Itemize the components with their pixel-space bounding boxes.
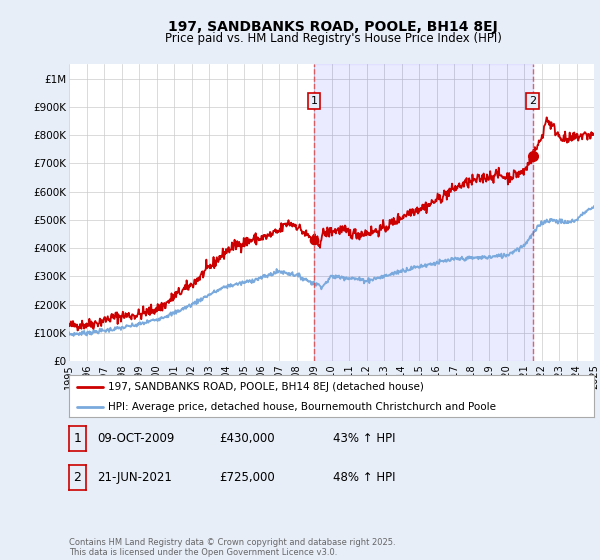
Text: £725,000: £725,000 (219, 471, 275, 484)
Text: £430,000: £430,000 (219, 432, 275, 445)
Text: Price paid vs. HM Land Registry's House Price Index (HPI): Price paid vs. HM Land Registry's House … (164, 32, 502, 45)
Text: 1: 1 (311, 96, 317, 106)
Text: Contains HM Land Registry data © Crown copyright and database right 2025.
This d: Contains HM Land Registry data © Crown c… (69, 538, 395, 557)
Text: 48% ↑ HPI: 48% ↑ HPI (333, 471, 395, 484)
Text: 21-JUN-2021: 21-JUN-2021 (97, 471, 172, 484)
Text: 2: 2 (73, 471, 82, 484)
Text: 2: 2 (529, 96, 536, 106)
Text: 197, SANDBANKS ROAD, POOLE, BH14 8EJ: 197, SANDBANKS ROAD, POOLE, BH14 8EJ (168, 20, 498, 34)
Text: 43% ↑ HPI: 43% ↑ HPI (333, 432, 395, 445)
Text: 09-OCT-2009: 09-OCT-2009 (97, 432, 175, 445)
Text: 197, SANDBANKS ROAD, POOLE, BH14 8EJ (detached house): 197, SANDBANKS ROAD, POOLE, BH14 8EJ (de… (109, 382, 424, 392)
Text: 1: 1 (73, 432, 82, 445)
Bar (314, 64, 533, 361)
Text: HPI: Average price, detached house, Bournemouth Christchurch and Poole: HPI: Average price, detached house, Bour… (109, 402, 496, 412)
